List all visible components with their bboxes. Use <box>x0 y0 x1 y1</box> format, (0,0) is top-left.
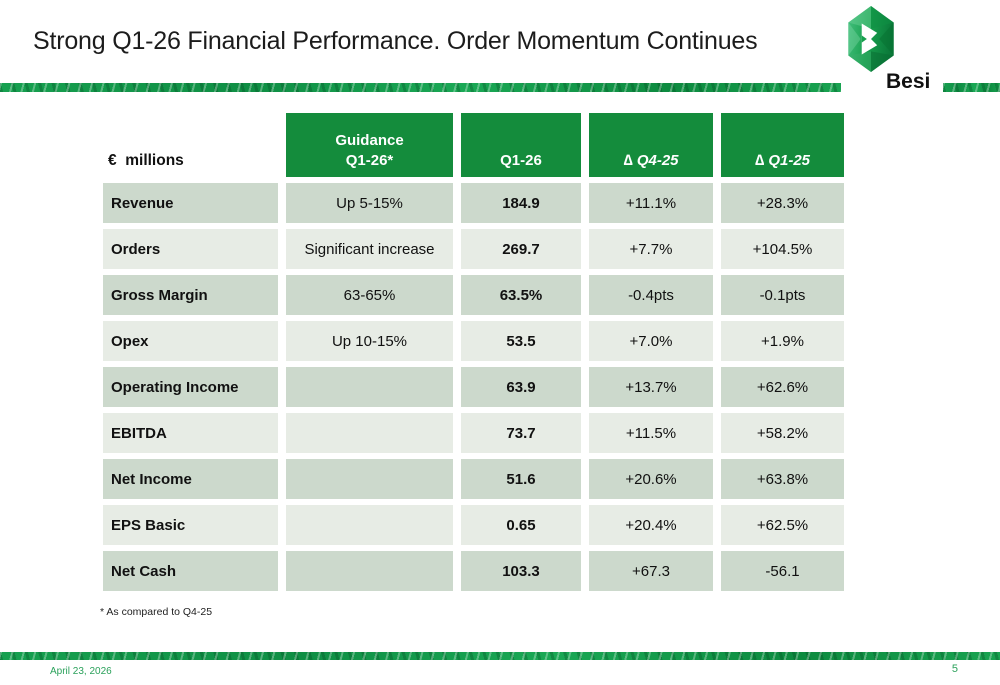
cell-dq425: +7.0% <box>589 321 713 361</box>
cell-guidance: Up 5-15% <box>286 183 453 223</box>
financials-table: € millions Guidance Q1-26* Q1-26 ∆ Q4-25… <box>95 107 852 597</box>
cell-guidance: Up 10-15% <box>286 321 453 361</box>
table-row: Orders Significant increase 269.7 +7.7% +104… <box>103 229 844 269</box>
col-header-delta-q1-25: ∆ Q1-25 <box>721 113 844 177</box>
table-row: Opex Up 10-15% 53.5 +7.0% +1.9% <box>103 321 844 361</box>
footer-page-number: 5 <box>951 663 958 675</box>
footnote: * As compared to Q4-25 <box>100 606 213 618</box>
header-divider-bar <box>0 83 841 92</box>
cell-dq125: +1.9% <box>721 321 844 361</box>
cell-guidance <box>286 367 453 407</box>
cell-dq125: +62.5% <box>721 505 844 545</box>
cell-dq125: +58.2% <box>721 413 844 453</box>
cell-guidance <box>286 413 453 453</box>
table-row: Operating Income 63.9 +13.7% +62.6% <box>103 367 844 407</box>
cell-q126: 103.3 <box>461 551 581 591</box>
cell-guidance <box>286 551 453 591</box>
table-row: EBITDA 73.7 +11.5% +58.2% <box>103 413 844 453</box>
cell-label: EPS Basic <box>103 505 278 545</box>
cell-label: Net Income <box>103 459 278 499</box>
cell-guidance: 63-65% <box>286 275 453 315</box>
cell-dq425: +13.7% <box>589 367 713 407</box>
cell-q126: 184.9 <box>461 183 581 223</box>
col-header-guidance-line2: Q1-26* <box>345 151 394 169</box>
table-row: EPS Basic 0.65 +20.4% +62.5% <box>103 505 844 545</box>
cell-guidance <box>286 505 453 545</box>
cell-dq425: -0.4pts <box>589 275 713 315</box>
besi-logo: Besi <box>848 6 968 93</box>
cell-dq125: -56.1 <box>721 551 844 591</box>
cell-q126: 51.6 <box>461 459 581 499</box>
cell-label: Orders <box>103 229 278 269</box>
besi-hexagon-icon <box>848 6 894 72</box>
cell-dq125: +63.8% <box>721 459 844 499</box>
page-title: Strong Q1-26 Financial Performance. Orde… <box>33 27 758 55</box>
footer-date: April 23, 2026 <box>50 666 112 677</box>
footer-divider-bar <box>0 652 1000 660</box>
cell-dq425: +67.3 <box>589 551 713 591</box>
col-header-q1-26: Q1-26 <box>461 113 581 177</box>
cell-q126: 53.5 <box>461 321 581 361</box>
cell-dq425: +20.4% <box>589 505 713 545</box>
cell-label: Opex <box>103 321 278 361</box>
cell-q126: 63.9 <box>461 367 581 407</box>
header-divider-bar-right <box>943 83 1000 92</box>
cell-dq425: +7.7% <box>589 229 713 269</box>
cell-guidance <box>286 459 453 499</box>
cell-dq425: +11.5% <box>589 413 713 453</box>
cell-dq125: +62.6% <box>721 367 844 407</box>
cell-label: Gross Margin <box>103 275 278 315</box>
cell-label: Operating Income <box>103 367 278 407</box>
unit-label: € millions <box>108 152 184 169</box>
col-header-delta-q4-25: ∆ Q4-25 <box>589 113 713 177</box>
cell-dq425: +20.6% <box>589 459 713 499</box>
cell-dq125: +28.3% <box>721 183 844 223</box>
col-header-guidance: Guidance Q1-26* <box>286 113 453 177</box>
cell-label: Net Cash <box>103 551 278 591</box>
cell-label: EBITDA <box>103 413 278 453</box>
col-header-guidance-line1: Guidance <box>335 132 404 149</box>
table-row: Net Income 51.6 +20.6% +63.8% <box>103 459 844 499</box>
cell-guidance: Significant increase <box>286 229 453 269</box>
cell-label: Revenue <box>103 183 278 223</box>
cell-q126: 63.5% <box>461 275 581 315</box>
table-row: Gross Margin 63-65% 63.5% -0.4pts -0.1pts <box>103 275 844 315</box>
besi-wordmark: Besi <box>886 70 931 93</box>
cell-dq425: +11.1% <box>589 183 713 223</box>
table-row: Revenue Up 5-15% 184.9 +11.1% +28.3% <box>103 183 844 223</box>
financials-table-body: Revenue Up 5-15% 184.9 +11.1% +28.3% Orders Si… <box>103 183 844 591</box>
cell-dq125: +104.5% <box>721 229 844 269</box>
cell-q126: 73.7 <box>461 413 581 453</box>
cell-q126: 269.7 <box>461 229 581 269</box>
table-header-row: € millions Guidance Q1-26* Q1-26 ∆ Q4-25… <box>103 113 844 177</box>
table-row: Net Cash 103.3 +67.3 -56.1 <box>103 551 844 591</box>
cell-dq125: -0.1pts <box>721 275 844 315</box>
cell-q126: 0.65 <box>461 505 581 545</box>
